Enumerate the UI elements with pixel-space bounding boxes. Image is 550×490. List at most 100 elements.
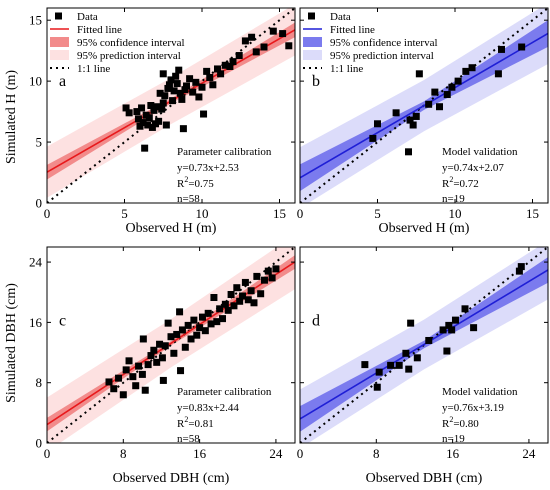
stats-equation-b: y=0.74x+2.07: [442, 162, 504, 174]
x-tick-label-c-16: 16: [193, 446, 207, 461]
data-point-d-5: [402, 349, 410, 357]
stats-title-d: Model validation: [442, 386, 518, 398]
data-point-a-31: [176, 89, 184, 97]
data-point-a-24: [165, 81, 173, 89]
data-point-c-32: [204, 309, 212, 317]
legend-label-pi-a: 95% prediction interval: [77, 50, 181, 62]
data-point-c-34: [210, 294, 218, 302]
y-tick-label-c-16: 16: [29, 315, 43, 330]
x-tick-label-a-15: 15: [273, 206, 286, 221]
data-point-c-23: [178, 326, 186, 334]
data-point-a-16: [155, 117, 163, 125]
data-point-c-3: [119, 391, 127, 399]
data-point-c-26: [187, 335, 195, 343]
data-point-a-19: [159, 70, 167, 78]
data-point-c-28: [193, 331, 201, 339]
data-point-c-12: [147, 352, 155, 360]
y-axis-label-top: Simulated H (m): [4, 70, 19, 164]
data-point-a-57: [285, 42, 293, 50]
data-point-c-38: [221, 300, 229, 308]
data-point-b-15: [468, 64, 476, 72]
data-point-c-30: [198, 313, 206, 321]
data-point-b-13: [454, 77, 462, 85]
data-point-c-35: [213, 318, 221, 326]
panel-b: 0 5 10 15 b Model validation y=0.74x+2.07R2=0.…: [297, 7, 549, 221]
data-point-a-1: [125, 109, 133, 117]
data-point-d-2: [375, 368, 383, 376]
data-point-d-15: [461, 305, 469, 313]
data-point-c-56: [177, 367, 185, 375]
x-axis-label-b: Observed H (m): [379, 221, 470, 236]
data-point-d-12: [445, 321, 453, 329]
data-point-c-2: [115, 374, 123, 382]
data-point-c-7: [132, 382, 140, 390]
data-point-a-11: [147, 102, 155, 109]
panel-label-b: b: [312, 73, 320, 90]
x-tick-label-d-0: 0: [297, 446, 304, 461]
data-point-b-5: [409, 121, 417, 129]
data-point-a-17: [156, 89, 164, 97]
data-point-b-10: [436, 103, 443, 111]
data-point-d-10: [439, 326, 447, 334]
data-point-c-53: [268, 274, 276, 282]
plot-frame-b: [299, 7, 549, 204]
data-point-c-11: [144, 361, 152, 369]
stats-n-b: n=19: [442, 193, 465, 205]
y-tick-label-a-0: 0: [36, 196, 43, 211]
data-point-c-49: [253, 272, 261, 280]
data-point-d-6: [405, 365, 413, 373]
data-point-c-8: [135, 362, 143, 370]
x-axis-label-a: Observed H (m): [126, 221, 217, 236]
data-point-a-36: [186, 75, 194, 83]
legend-label-data-a: Data: [77, 11, 98, 23]
data-point-c-46: [244, 296, 252, 304]
x-tick-label-b-15: 15: [526, 206, 539, 221]
data-point-b-1: [374, 120, 381, 128]
stats-r2-b: R2=0.72: [442, 175, 479, 190]
x-tick-label-b-0: 0: [297, 206, 304, 221]
stats-equation-c: y=0.83x+2.44: [177, 402, 239, 414]
stats-n-d: n=19: [442, 433, 465, 445]
data-point-c-43: [236, 297, 244, 305]
fitted-line-c: [47, 261, 295, 426]
panel-c: 0 8 16 24 0 8 16 24 c Parameter calibration y=0.83…: [29, 246, 296, 461]
panel-d: 0 8 16 24 d Model validation y=0.76x+3.19R2=0.…: [297, 246, 549, 461]
data-point-d-18: [517, 263, 525, 271]
stats-equation-a: y=0.73x+2.53: [177, 162, 239, 174]
legend-data-marker-b: [308, 12, 315, 20]
data-point-c-10: [141, 386, 149, 394]
x-tick-label-a-10: 10: [196, 206, 209, 221]
data-point-c-37: [219, 315, 227, 323]
data-point-d-8: [413, 354, 421, 362]
legend-label-one-to-one-a: 1:1 line: [77, 63, 110, 75]
y-tick-label-a-10: 10: [29, 74, 42, 89]
data-point-c-22: [176, 308, 184, 316]
data-point-a-33: [179, 125, 187, 133]
data-point-b-2: [392, 109, 400, 117]
data-point-a-6: [139, 119, 147, 127]
stats-title-b: Model validation: [442, 146, 518, 158]
x-tick-label-c-24: 24: [269, 446, 283, 461]
data-point-a-9: [144, 121, 152, 129]
data-point-a-28: [172, 72, 180, 80]
data-point-a-20: [159, 99, 167, 107]
data-point-a-39: [195, 93, 203, 101]
data-point-a-25: [167, 76, 175, 84]
data-point-c-14: [153, 358, 161, 366]
data-point-a-5: [138, 104, 146, 112]
data-point-c-33: [207, 320, 215, 328]
legend-label-fitted-a: Fitted line: [77, 24, 122, 36]
legend-label-fitted-b: Fitted line: [330, 24, 375, 36]
y-tick-label-c-8: 8: [36, 375, 43, 390]
data-point-a-53: [252, 48, 260, 56]
data-point-c-44: [239, 292, 247, 300]
panel-label-d: d: [312, 312, 320, 329]
data-point-a-56: [279, 30, 287, 38]
data-point-a-48: [226, 63, 234, 70]
legend-pi-swatch-a: [50, 50, 69, 60]
data-point-d-14: [451, 316, 459, 324]
data-point-d-3: [387, 361, 395, 369]
data-point-b-16: [494, 70, 502, 78]
data-point-c-50: [257, 290, 265, 298]
